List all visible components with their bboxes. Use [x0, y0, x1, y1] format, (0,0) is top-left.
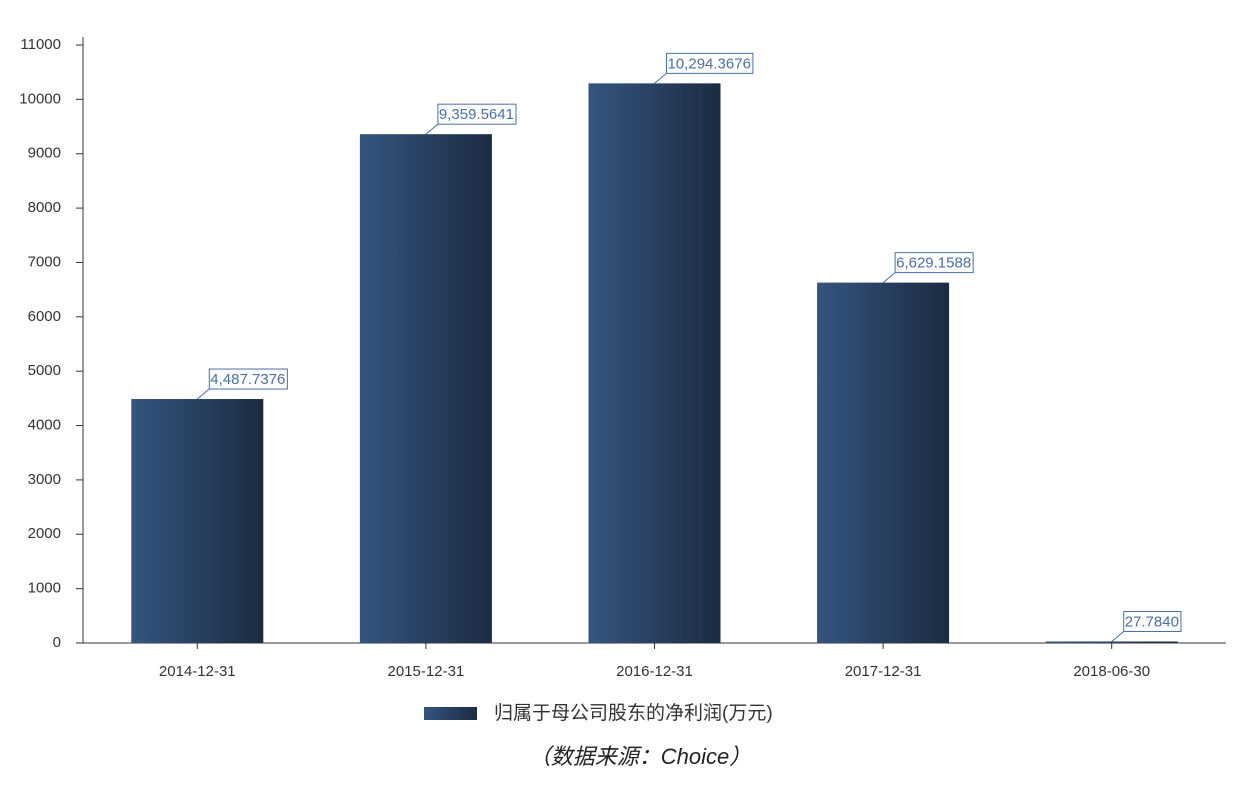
bar — [1045, 641, 1178, 643]
x-tick-label: 2015-12-31 — [388, 663, 465, 680]
y-tick-label: 0 — [53, 634, 61, 651]
legend-label: 归属于母公司股东的净利润(万元) — [494, 702, 773, 724]
x-tick-label: 2017-12-31 — [845, 663, 922, 680]
y-tick-label: 2000 — [28, 525, 61, 542]
value-label: 9,359.5641 — [439, 106, 514, 123]
label-box — [208, 368, 288, 390]
label-leader — [654, 72, 667, 84]
value-label: 27.7840 — [1125, 613, 1179, 630]
y-tick-label: 9000 — [28, 145, 61, 162]
label-leader — [196, 388, 210, 400]
legend-swatch — [424, 707, 477, 720]
y-tick-label: 11000 — [20, 36, 61, 53]
label-box — [894, 252, 974, 274]
bar — [817, 282, 950, 643]
y-tick-label: 8000 — [28, 199, 61, 216]
y-tick-label: 1000 — [28, 580, 61, 597]
label-leader — [1111, 631, 1125, 642]
y-tick-label: 6000 — [28, 308, 61, 325]
source-note: （数据来源：Choice） — [529, 744, 751, 769]
x-tick-label: 2018-06-30 — [1073, 663, 1150, 680]
label-leader — [425, 123, 439, 135]
y-tick-label: 3000 — [28, 471, 61, 488]
label-leader — [882, 272, 896, 283]
y-tick-label: 4000 — [28, 417, 61, 434]
label-box — [1123, 610, 1182, 632]
bar — [131, 399, 264, 643]
y-tick-label: 5000 — [28, 362, 61, 379]
y-tick-label: 10000 — [19, 90, 61, 107]
bar — [588, 83, 721, 644]
value-label: 4,487.7376 — [210, 371, 285, 388]
label-box — [437, 103, 517, 125]
value-label: 10,294.3676 — [668, 55, 751, 72]
x-tick-label: 2014-12-31 — [159, 663, 236, 680]
y-tick-label: 7000 — [28, 253, 61, 270]
x-tick-label: 2016-12-31 — [616, 663, 693, 680]
bar — [359, 134, 492, 643]
value-label: 6,629.1588 — [896, 255, 971, 272]
label-box — [666, 52, 754, 74]
